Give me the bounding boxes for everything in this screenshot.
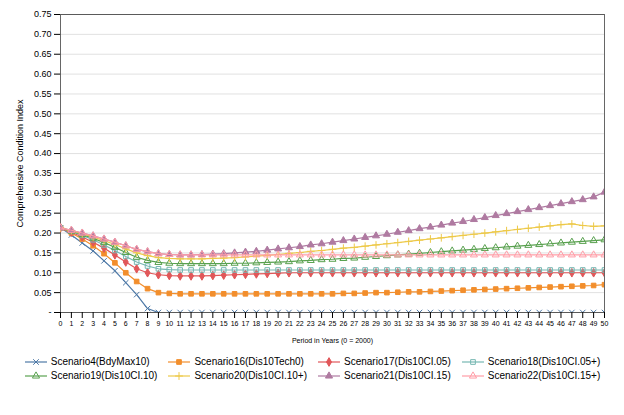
svg-text:0.15: 0.15 (34, 248, 52, 258)
svg-text:13: 13 (198, 320, 206, 327)
svg-text:-: - (49, 307, 52, 317)
html-text:Scenario19(Dis10CI.10): Scenario19(Dis10CI.10) (50, 370, 158, 381)
svg-text:0.45: 0.45 (34, 129, 52, 139)
svg-text:22: 22 (296, 320, 304, 327)
svg-text:10: 10 (165, 320, 173, 327)
svg-text:11: 11 (177, 320, 184, 327)
svg-text:2: 2 (80, 320, 84, 327)
svg-text:17: 17 (242, 320, 250, 327)
svg-text:1: 1 (69, 320, 73, 327)
svg-text:15: 15 (220, 320, 228, 327)
svg-text:6: 6 (124, 320, 128, 327)
svg-text:20: 20 (274, 320, 282, 327)
svg-text:Period in Years (0 = 2000): Period in Years (0 = 2000) (292, 337, 373, 345)
svg-text:50: 50 (601, 320, 609, 327)
svg-text:28: 28 (361, 320, 369, 327)
svg-text:24: 24 (318, 320, 326, 327)
svg-text:0.30: 0.30 (34, 188, 52, 198)
svg-text:46: 46 (557, 320, 565, 327)
svg-text:31: 31 (394, 320, 402, 327)
svg-text:3: 3 (91, 320, 95, 327)
svg-text:0.05: 0.05 (34, 288, 52, 298)
svg-text:8: 8 (146, 320, 150, 327)
svg-text:0: 0 (59, 320, 63, 327)
svg-text:7: 7 (135, 320, 139, 327)
svg-text:37: 37 (459, 320, 467, 327)
html-text:Scenario4(BdyMax10): Scenario4(BdyMax10) (50, 356, 150, 367)
html-text:Scenario16(Dis10Tech0): Scenario16(Dis10Tech0) (194, 356, 304, 367)
svg-text:Comprehensive Condition Index: Comprehensive Condition Index (15, 99, 25, 228)
svg-text:30: 30 (383, 320, 391, 327)
svg-text:34: 34 (427, 320, 435, 327)
svg-text:47: 47 (568, 320, 576, 327)
html-text:Scenario17(Dis10CI.05): Scenario17(Dis10CI.05) (344, 356, 451, 367)
svg-text:43: 43 (524, 320, 532, 327)
svg-text:49: 49 (590, 320, 598, 327)
svg-text:0.60: 0.60 (34, 69, 52, 79)
svg-text:35: 35 (437, 320, 445, 327)
html-text:Scenario18(Dis10CI.05+): Scenario18(Dis10CI.05+) (487, 356, 601, 367)
svg-text:41: 41 (503, 320, 511, 327)
svg-text:18: 18 (252, 320, 260, 327)
svg-text:4: 4 (102, 320, 106, 327)
svg-text:16: 16 (231, 320, 239, 327)
svg-text:40: 40 (492, 320, 500, 327)
svg-text:44: 44 (535, 320, 543, 327)
svg-text:0.70: 0.70 (34, 29, 52, 39)
svg-text:0.65: 0.65 (34, 49, 52, 59)
svg-text:32: 32 (405, 320, 413, 327)
svg-text:48: 48 (579, 320, 587, 327)
svg-text:36: 36 (448, 320, 456, 327)
svg-text:0.40: 0.40 (34, 148, 52, 158)
svg-text:0.50: 0.50 (34, 109, 52, 119)
svg-text:45: 45 (546, 320, 554, 327)
svg-text:42: 42 (514, 320, 522, 327)
svg-text:19: 19 (263, 320, 271, 327)
svg-text:39: 39 (481, 320, 489, 327)
svg-text:14: 14 (209, 320, 217, 327)
html-text:Scenario20(Dis10CI.10+): Scenario20(Dis10CI.10+) (194, 370, 307, 381)
svg-text:23: 23 (307, 320, 315, 327)
svg-text:33: 33 (416, 320, 424, 327)
svg-text:27: 27 (350, 320, 358, 327)
svg-text:25: 25 (329, 320, 337, 327)
html-text:Scenario21(Dis10CI.15): Scenario21(Dis10CI.15) (344, 370, 451, 381)
svg-text:9: 9 (156, 320, 160, 327)
svg-text:5: 5 (113, 320, 117, 327)
svg-text:29: 29 (372, 320, 380, 327)
svg-text:0.35: 0.35 (34, 168, 52, 178)
svg-text:0.55: 0.55 (34, 89, 52, 99)
svg-text:0.75: 0.75 (34, 9, 52, 19)
svg-text:0.10: 0.10 (34, 268, 52, 278)
svg-text:21: 21 (285, 320, 293, 327)
html-text:Scenario22(Dis10CI.15+): Scenario22(Dis10CI.15+) (487, 370, 601, 381)
svg-text:0.25: 0.25 (34, 208, 52, 218)
svg-text:0.20: 0.20 (34, 228, 52, 238)
svg-text:38: 38 (470, 320, 478, 327)
svg-text:26: 26 (339, 320, 347, 327)
svg-text:12: 12 (187, 320, 195, 327)
